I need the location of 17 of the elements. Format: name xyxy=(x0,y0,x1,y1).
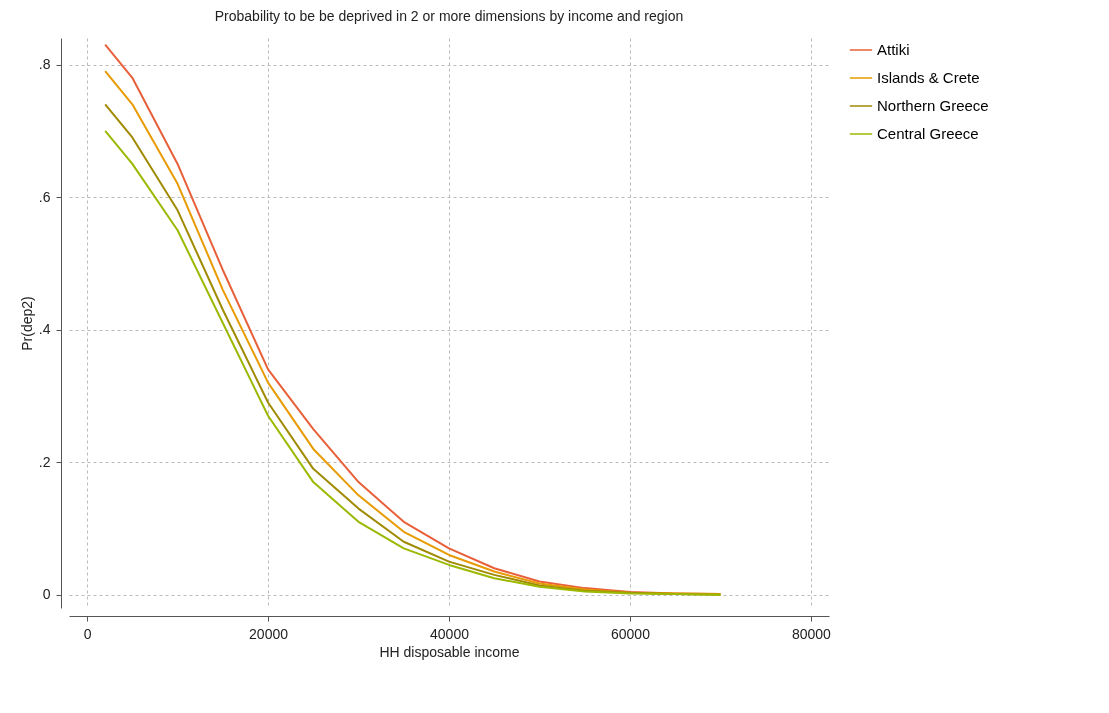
legend-label: Northern Greece xyxy=(877,97,989,114)
x-tick-label: 60000 xyxy=(610,625,651,642)
x-axis-title: HH disposable income xyxy=(379,643,520,660)
chart-title: Probability to be be deprived in 2 or more dimensions by income and region xyxy=(214,8,684,24)
y-tick-label: .8 xyxy=(38,56,51,73)
y-tick-label: 0 xyxy=(42,586,51,603)
legend-label: Central Greece xyxy=(877,125,979,142)
legend-label: Islands & Crete xyxy=(877,69,980,86)
y-tick-label: .6 xyxy=(38,188,51,205)
y-tick-label: .2 xyxy=(38,453,51,470)
y-tick-label: .4 xyxy=(38,321,51,338)
legend-label: Attiki xyxy=(877,41,910,58)
x-tick-label: 80000 xyxy=(791,625,832,642)
x-tick-label: 0 xyxy=(83,625,92,642)
x-tick-label: 20000 xyxy=(249,625,289,642)
x-tick-label: 40000 xyxy=(430,625,470,642)
y-axis-title: Pr(dep2) xyxy=(18,296,35,351)
